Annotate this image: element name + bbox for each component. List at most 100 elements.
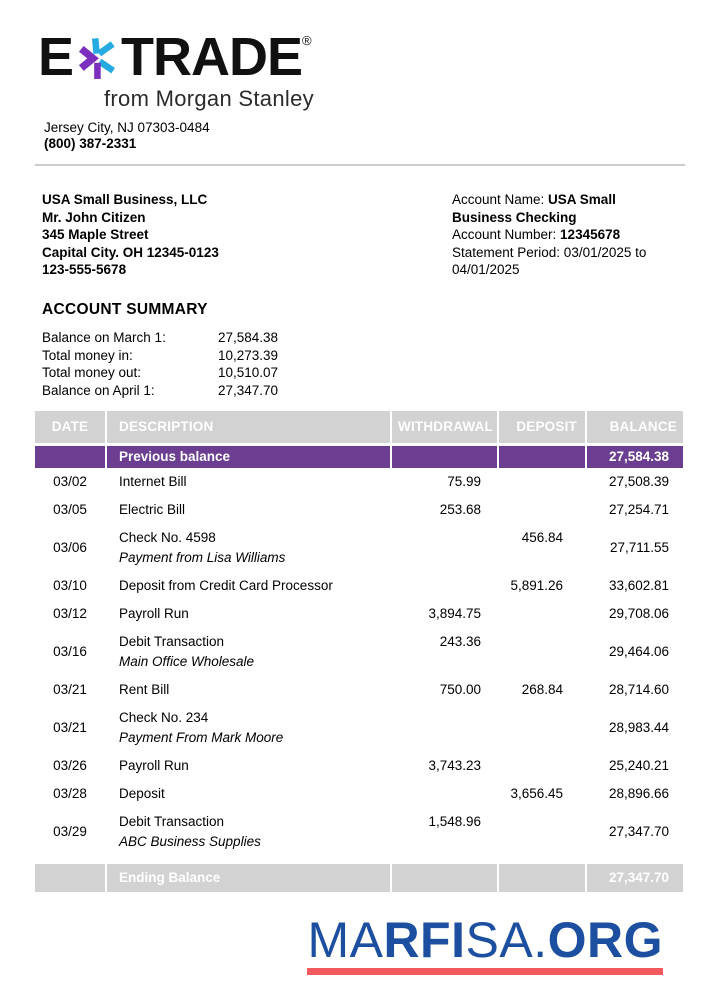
cell-balance: 27,711.55 [587, 528, 683, 568]
customer-block: USA Small Business, LLC Mr. John Citizen 3… [42, 191, 685, 279]
table-header-row: DATE DESCRIPTION WITHDRAWAL DEPOSIT BALANCE [35, 411, 685, 444]
watermark-underline [307, 968, 663, 976]
cell-balance: 29,464.06 [587, 632, 683, 672]
account-info-segment: Account Number: [452, 227, 561, 242]
account-info-line: Account Number: 12345678 [452, 226, 670, 244]
cell-balance: 28,714.60 [587, 680, 683, 700]
description-main: Electric Bill [119, 502, 186, 518]
column-header: DEPOSIT [499, 411, 585, 444]
cell-date: 03/21 [35, 680, 105, 700]
date-value: 03/10 [53, 578, 87, 594]
table-row: 03/21 Rent Bill 750.00 268.84 28,714.60 [35, 676, 685, 704]
table-row: 03/10 Deposit from Credit Card Processor 5… [35, 572, 685, 600]
customer-line: 345 Maple Street [42, 227, 149, 242]
balance-value: 27,254.71 [608, 502, 669, 518]
account-summary-rows: Balance on March 1: 27,584.38 Total money … [42, 329, 685, 399]
column-header: WITHDRAWAL [392, 411, 497, 444]
cell-description: Payroll Run [107, 756, 390, 776]
cell-deposit [499, 500, 585, 520]
cell-description: Deposit from Credit Card Processor [107, 576, 390, 596]
description-main: Debit Transaction [119, 814, 225, 830]
date-value: 03/29 [53, 824, 87, 840]
account-info-segment: Statement Period: 03/01/2025 to 04/01/20… [452, 244, 647, 278]
cell-balance: 27,508.39 [587, 472, 683, 492]
cell-description: Deposit [107, 784, 390, 804]
cell-deposit [499, 708, 585, 748]
previous-balance-cell: Previous balance [107, 446, 390, 469]
summary-label: Balance on March 1: [42, 330, 166, 345]
cell-deposit [499, 632, 585, 672]
table-row: 03/21 Check No. 234 Payment From Mark Moor… [35, 704, 685, 752]
description-main: Check No. 4598 [119, 530, 216, 546]
summary-value: 10,273.39 [218, 347, 279, 363]
cell-date: 03/16 [35, 632, 105, 672]
cell-date: 03/28 [35, 784, 105, 804]
cell-balance: 29,708.06 [587, 604, 683, 624]
cell-date: 03/02 [35, 472, 105, 492]
summary-row: Balance on April 1: 27,347.70 [42, 382, 685, 400]
cell-date: 03/10 [35, 576, 105, 596]
balance-value: 27,508.39 [608, 474, 669, 490]
cell-balance: 27,347.70 [587, 812, 683, 852]
cell-withdrawal [392, 784, 497, 804]
registered-mark: ® [302, 33, 312, 48]
description-main: Payroll Run [119, 758, 189, 774]
cell-deposit [499, 756, 585, 776]
cell-withdrawal: 75.99 [447, 474, 481, 490]
transactions-table: DATE DESCRIPTION WITHDRAWAL DEPOSIT BALANCE … [35, 411, 685, 893]
balance-value: 25,240.21 [608, 758, 669, 774]
date-value: 03/28 [53, 786, 87, 802]
account-info-line: Statement Period: 03/01/2025 to 04/01/20… [452, 244, 670, 279]
cell-date: 03/12 [35, 604, 105, 624]
cell-withdrawal: 750.00 [439, 682, 481, 698]
cell-description: Check No. 234 Payment From Mark Moore [107, 708, 390, 748]
balance-value: 29,464.06 [608, 644, 669, 660]
watermark-segment: SA. [465, 912, 548, 969]
description-sub: ABC Business Supplies [119, 834, 261, 850]
account-info-segment: USA Small Business Checking [452, 192, 616, 225]
etrade-star-icon [78, 38, 116, 79]
summary-label: Balance on April 1: [42, 382, 155, 398]
cell-description: Check No. 4598 Payment from Lisa Williams [107, 528, 390, 568]
cell-description: Payroll Run [107, 604, 390, 624]
cell-withdrawal [392, 576, 497, 596]
logo-letter-e: E [38, 27, 74, 87]
logo-word-trade: TRADE [121, 27, 303, 87]
date-value: 03/21 [53, 682, 87, 698]
summary-label: Total money out: [42, 365, 142, 381]
etrade-logo: E TRADE ® [38, 0, 685, 85]
cell-balance: 28,896.66 [587, 784, 683, 804]
watermark-segment: RFI [383, 912, 466, 969]
cell-balance: 33,602.81 [587, 576, 683, 596]
cell-withdrawal: 3,894.75 [428, 606, 481, 622]
header-divider [35, 164, 685, 166]
balance-value: 33,602.81 [608, 578, 669, 594]
cell-balance: 27,254.71 [587, 500, 683, 520]
ending-balance-cell: Ending Balance [107, 864, 390, 893]
cell-deposit: 456.84 [521, 530, 563, 546]
previous-balance-cell: 27,584.38 [587, 446, 683, 469]
summary-row: Total money in: 10,273.39 [42, 347, 685, 365]
account-info-segment: 12345678 [560, 227, 621, 242]
summary-value: 10,510.07 [218, 365, 279, 381]
cell-description: Rent Bill [107, 680, 390, 700]
summary-row: Total money out: 10,510.07 [42, 364, 685, 382]
account-summary-title: ACCOUNT SUMMARY [42, 301, 208, 318]
description-main: Debit Transaction [119, 634, 225, 650]
cell-description: Debit Transaction Main Office Wholesale [107, 632, 390, 672]
customer-line: USA Small Business, LLC [42, 192, 208, 207]
date-value: 03/06 [53, 540, 87, 556]
cell-date: 03/21 [35, 708, 105, 748]
cell-withdrawal: 243.36 [439, 634, 481, 650]
customer-line: 123-555-5678 [42, 262, 127, 277]
cell-withdrawal: 253.68 [439, 502, 481, 518]
previous-balance-cell [499, 446, 585, 469]
previous-balance-row: Previous balance 27,584.38 [35, 446, 685, 469]
cell-date: 03/26 [35, 756, 105, 776]
date-value: 03/21 [53, 720, 87, 736]
summary-value: 27,584.38 [218, 330, 279, 345]
cell-deposit [499, 812, 585, 852]
cell-deposit: 5,891.26 [510, 578, 563, 594]
previous-balance-cell [392, 446, 497, 469]
